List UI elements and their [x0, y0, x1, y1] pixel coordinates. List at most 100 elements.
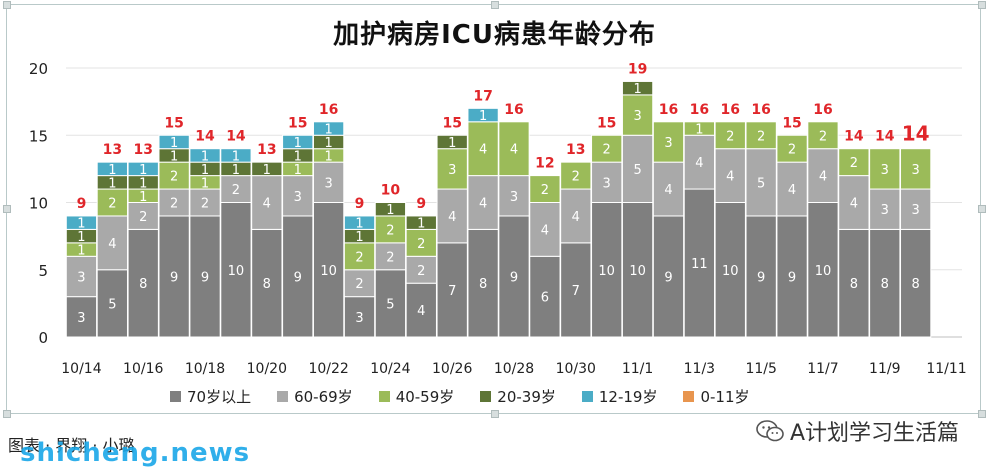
segment-label: 1	[201, 163, 209, 178]
watermark: shicheng.news	[20, 438, 251, 468]
bar-segment	[591, 202, 623, 338]
segment-label: 1	[324, 136, 332, 151]
segment-label: 8	[912, 277, 920, 292]
segment-label: 3	[355, 311, 363, 326]
segment-label: 4	[572, 210, 580, 225]
bar-segment	[621, 94, 654, 136]
bar-segment	[220, 175, 252, 204]
resize-handle-top-right[interactable]	[978, 1, 986, 9]
segment-label: 2	[108, 197, 116, 212]
bar-segment	[343, 242, 376, 271]
bar-segment	[838, 228, 870, 338]
segment-label: 1	[355, 217, 363, 232]
legend-item: 40-59岁	[378, 386, 455, 407]
segment-label: 8	[263, 277, 271, 292]
segment-label: 3	[881, 203, 889, 218]
segment-label: 4	[788, 183, 796, 198]
segment-label: 5	[386, 297, 394, 312]
chart-legend: 70岁以上 60-69岁 40-59岁 20-39岁 12-19岁 0-11岁	[170, 386, 750, 407]
resize-handle-top-left[interactable]	[3, 1, 11, 9]
bar-segment	[96, 161, 128, 177]
legend-label: 12-19岁	[598, 388, 658, 406]
legend-label: 40-59岁	[395, 388, 455, 406]
bar-segment	[96, 269, 128, 338]
segment-label: 4	[108, 237, 116, 252]
segment-label: 4	[850, 197, 858, 212]
bar-segment	[405, 255, 437, 284]
segment-label: 2	[170, 170, 178, 185]
legend-item: 60-69岁	[277, 386, 353, 407]
total-label: 9	[77, 196, 87, 212]
bar-segment	[374, 242, 407, 271]
resize-handle-top[interactable]	[491, 1, 499, 9]
x-tick-label: 11/7	[807, 361, 838, 377]
segment-label: 3	[77, 270, 85, 285]
segment-label: 1	[170, 149, 178, 164]
total-label: 14	[875, 129, 895, 145]
segment-label: 8	[881, 277, 889, 292]
bar-segment	[436, 188, 468, 244]
bar-segment	[282, 175, 314, 217]
resize-handle-bottom-right[interactable]	[978, 410, 986, 418]
segment-label: 4	[479, 197, 487, 212]
segment-label: 9	[788, 270, 796, 285]
source-credit: 图表 · 界翔 · 小璐	[8, 436, 135, 455]
segment-label: 3	[510, 190, 518, 205]
bar-segment	[621, 80, 654, 96]
resize-handle-right[interactable]	[978, 205, 986, 213]
segment-label: 9	[294, 270, 302, 285]
total-label: 13	[257, 142, 276, 158]
segment-label: 4	[664, 183, 672, 198]
segment-label: 1	[417, 217, 425, 232]
segment-label: 10	[320, 264, 337, 279]
x-tick-label: 10/16	[123, 361, 163, 377]
x-tick-label: 11/11	[926, 361, 966, 377]
resize-handle-left[interactable]	[3, 205, 11, 213]
total-label: 10	[381, 183, 401, 199]
segment-label: 3	[77, 311, 85, 326]
bar-segment	[869, 148, 901, 190]
segment-label: 11	[691, 257, 708, 272]
bar-segment	[189, 188, 221, 217]
bar-segment	[343, 215, 376, 230]
segment-label: 5	[757, 176, 765, 191]
x-tick-label: 10/20	[247, 361, 287, 377]
segment-label: 5	[633, 163, 641, 178]
segment-label: 2	[355, 250, 363, 265]
resize-handle-bottom[interactable]	[491, 410, 499, 418]
segment-label: 1	[386, 203, 394, 218]
bar-segment	[158, 134, 190, 150]
legend-item: 20-39岁	[480, 386, 556, 407]
x-tick-label: 11/1	[622, 361, 653, 377]
segment-label: 7	[572, 284, 580, 299]
legend-label: 70岁以上	[187, 388, 252, 406]
legend-item: 12-19岁	[581, 386, 658, 407]
resize-handle-bottom-left[interactable]	[3, 410, 11, 418]
bar-segment	[591, 134, 623, 163]
segment-label: 9	[201, 270, 209, 285]
bar-segment	[529, 202, 561, 257]
segment-label: 1	[633, 82, 641, 97]
bar-segment	[807, 202, 839, 338]
bar-segment	[745, 121, 777, 150]
segment-label: 10	[629, 264, 646, 279]
segment-label: 1	[108, 176, 116, 191]
bar-segment	[807, 121, 839, 150]
bar-segment	[838, 148, 870, 177]
bar-segment	[776, 161, 808, 217]
bar-segment	[900, 228, 932, 338]
bar-segment	[251, 161, 283, 177]
segment-label: 1	[479, 109, 487, 124]
bar-segment	[745, 148, 777, 217]
bar-segment	[220, 148, 252, 163]
segment-label: 9	[170, 270, 178, 285]
segment-label: 1	[294, 149, 302, 164]
x-tick-label: 11/5	[745, 361, 776, 377]
segment-label: 3	[448, 163, 456, 178]
segment-label: 4	[479, 143, 487, 158]
segment-label: 3	[881, 163, 889, 178]
legend-swatch	[378, 391, 390, 402]
bar-segment	[405, 228, 437, 257]
total-label: 13	[566, 142, 585, 158]
total-label: 16	[813, 102, 832, 118]
